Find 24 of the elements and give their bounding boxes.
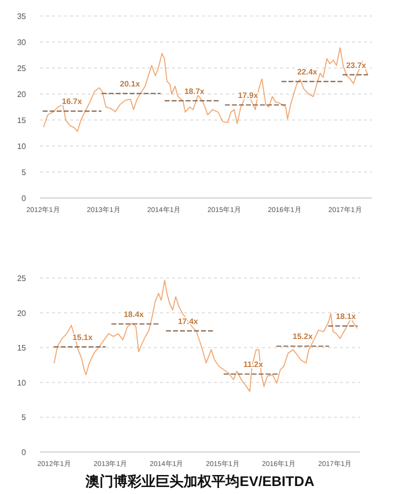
annotation: 18.7x [184,86,205,96]
annotation: 16.7x [62,97,82,106]
y-tick-label: 5 [22,168,27,177]
annotation: 18.1x [336,312,356,322]
y-tick-label: 10 [17,378,27,388]
line-series [54,280,358,392]
y-tick-label: 10 [17,142,27,151]
text: 澳门博彩业巨头加权平均EV/EBITDA [84,473,314,489]
y-tick-label: 0 [22,194,27,203]
y-tick-label: 35 [17,12,27,21]
y-tick-label: 25 [17,274,27,283]
annotation: 15.2x [292,332,314,342]
y-tick-label: 5 [22,413,27,422]
y-tick-label: 20 [17,90,27,99]
y-tick-label: 25 [17,64,27,73]
y-tick-label: 15 [17,344,27,353]
y-tick-label: 30 [17,38,27,47]
y-tick-label: 0 [22,448,27,457]
annotation: 22.4x [297,68,318,77]
y-tick-label: 15 [17,116,27,125]
annotation: 18.4x [124,310,144,319]
annotation: 20.1x [120,79,140,88]
y-tick-label: 20 [17,308,27,318]
line-series [43,47,368,132]
